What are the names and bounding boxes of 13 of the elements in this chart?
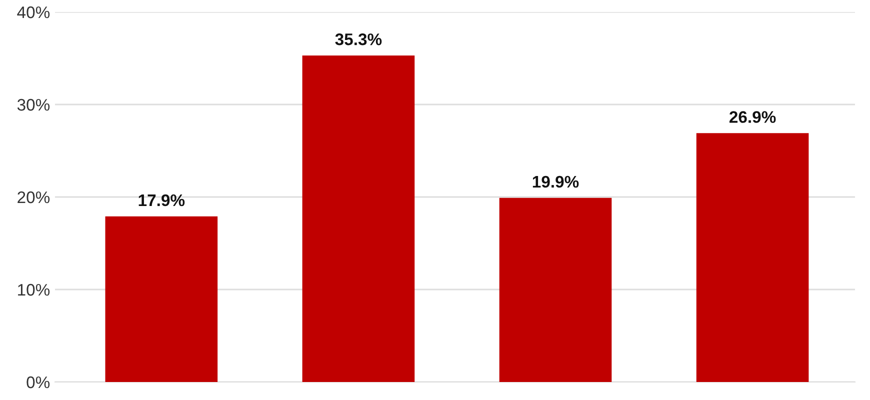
y-tick-label: 30% bbox=[17, 98, 50, 111]
data-label: 17.9% bbox=[138, 194, 185, 206]
data-label: 19.9% bbox=[532, 176, 579, 188]
bar bbox=[499, 198, 612, 382]
y-tick-label: 0% bbox=[26, 376, 50, 388]
y-tick-label: 40% bbox=[17, 6, 50, 18]
y-tick-label: 20% bbox=[18, 191, 50, 204]
y-tick-label: 10% bbox=[18, 284, 50, 296]
bar bbox=[302, 55, 415, 382]
bar bbox=[696, 133, 809, 382]
bar bbox=[105, 216, 218, 382]
data-label: 35.3% bbox=[335, 33, 382, 46]
data-label: 26.9% bbox=[729, 111, 776, 123]
